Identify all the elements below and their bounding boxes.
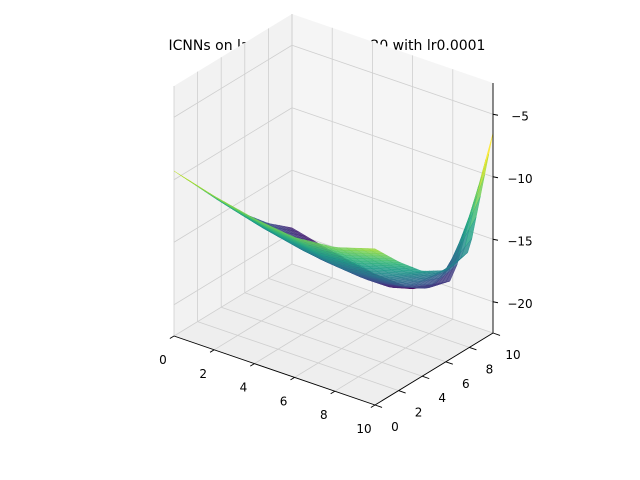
y-tick-mark (469, 346, 477, 351)
grid-line-z-left (173, 232, 293, 306)
floor-pane (174, 264, 493, 405)
x-tick-label: 4 (240, 381, 248, 395)
y-tick-label: 4 (438, 391, 446, 405)
x-tick-label: 10 (356, 422, 371, 436)
y-axis-line (374, 332, 494, 406)
y-tick-label: 2 (415, 406, 423, 420)
y-tick-label: 10 (505, 348, 520, 362)
grid-line-x-floor (173, 263, 293, 337)
x-tick-label: 0 (159, 353, 167, 367)
z-tick-label: −5 (511, 109, 529, 123)
x-tick-mark (250, 363, 255, 367)
z-tick-label: −10 (507, 172, 532, 186)
grid-line-z-left (173, 44, 293, 118)
z-tick-label: −20 (507, 297, 532, 311)
x-tick-mark (290, 377, 295, 381)
z-tick-mark (492, 176, 499, 179)
z-tick-mark (492, 238, 499, 241)
grid-line-z-left (173, 169, 293, 243)
grid-line-y-floor (244, 292, 446, 363)
grid-line-y-floor (221, 306, 423, 377)
grid-line-x-floor (254, 291, 373, 364)
grid-line-x-floor (294, 305, 413, 378)
y-tick-mark (492, 332, 501, 336)
grid-line-y-floor (197, 321, 399, 391)
y-tick-mark (445, 361, 453, 365)
x-tick-label: 2 (199, 367, 207, 381)
y-tick-label: 8 (486, 362, 494, 376)
x-tick-mark (330, 390, 336, 395)
grid-line-z-left (173, 107, 293, 181)
z-tick-mark (492, 301, 499, 304)
grid-line-y-floor (291, 263, 494, 334)
z-tick-mark (492, 113, 499, 116)
grid-line-z-back (291, 107, 494, 178)
y-tick-label: 6 (462, 377, 470, 391)
x-tick-label: 8 (320, 408, 328, 422)
grid-line-z-back (291, 44, 494, 115)
grid-line-y-floor (268, 278, 470, 348)
x-axis-line (173, 335, 376, 406)
surface-patch (367, 248, 380, 252)
y-tick-mark (398, 390, 406, 394)
x-tick-mark (169, 335, 175, 339)
x-tick-mark (209, 349, 215, 353)
y-tick-label: 0 (391, 420, 399, 434)
axis-lines (169, 83, 501, 408)
grid-line-z-back (291, 169, 494, 240)
surface-mesh (173, 132, 494, 290)
y-tick-mark (422, 375, 430, 380)
axis-panes (174, 14, 493, 405)
left-wall-pane (174, 14, 292, 336)
z-tick-label: −15 (507, 234, 532, 248)
x-tick-label: 6 (280, 394, 288, 408)
x-tick-mark (370, 404, 376, 408)
y-tick-mark (374, 404, 383, 408)
tick-labels: 0 2 4 6 8 10 0 2 4 6 8 10 −5 −10 −15 −20 (159, 109, 532, 436)
grid-line-x-floor (213, 277, 333, 351)
grid-line-x-floor (334, 318, 454, 392)
